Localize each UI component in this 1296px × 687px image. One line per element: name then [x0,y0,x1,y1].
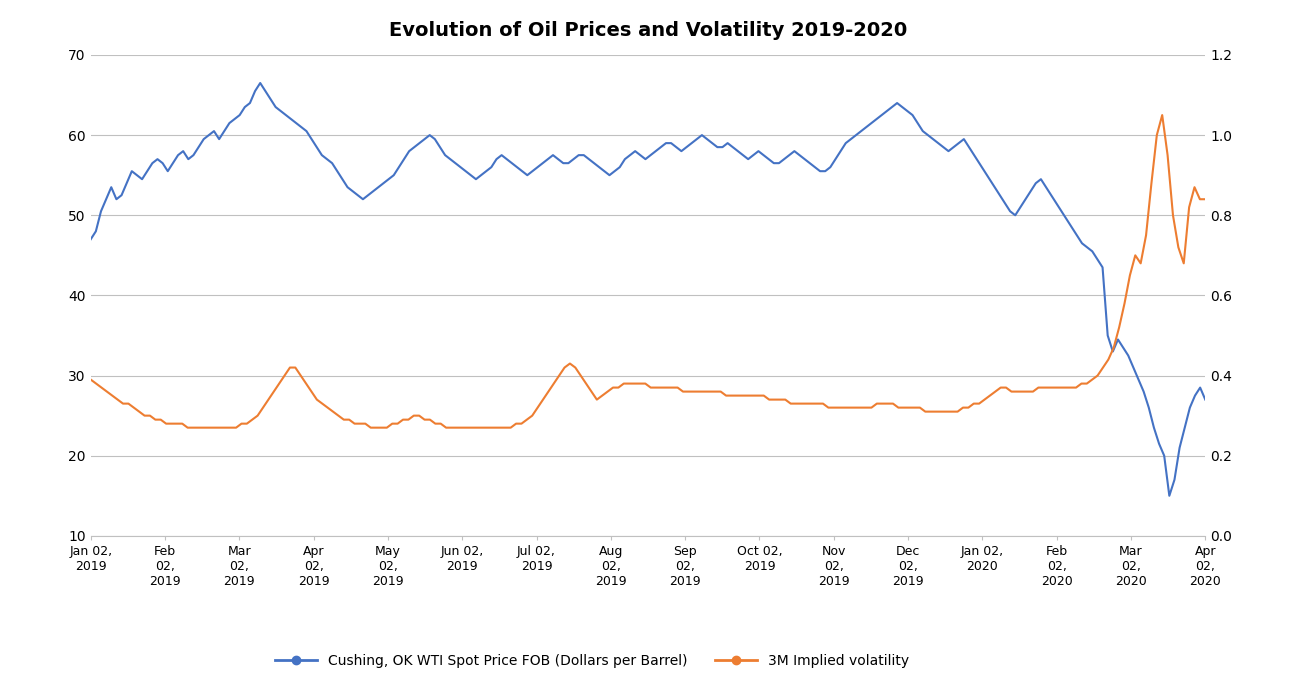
Title: Evolution of Oil Prices and Volatility 2019-2020: Evolution of Oil Prices and Volatility 2… [389,21,907,40]
Legend: Cushing, OK WTI Spot Price FOB (Dollars per Barrel), 3M Implied volatility: Cushing, OK WTI Spot Price FOB (Dollars … [270,648,915,673]
